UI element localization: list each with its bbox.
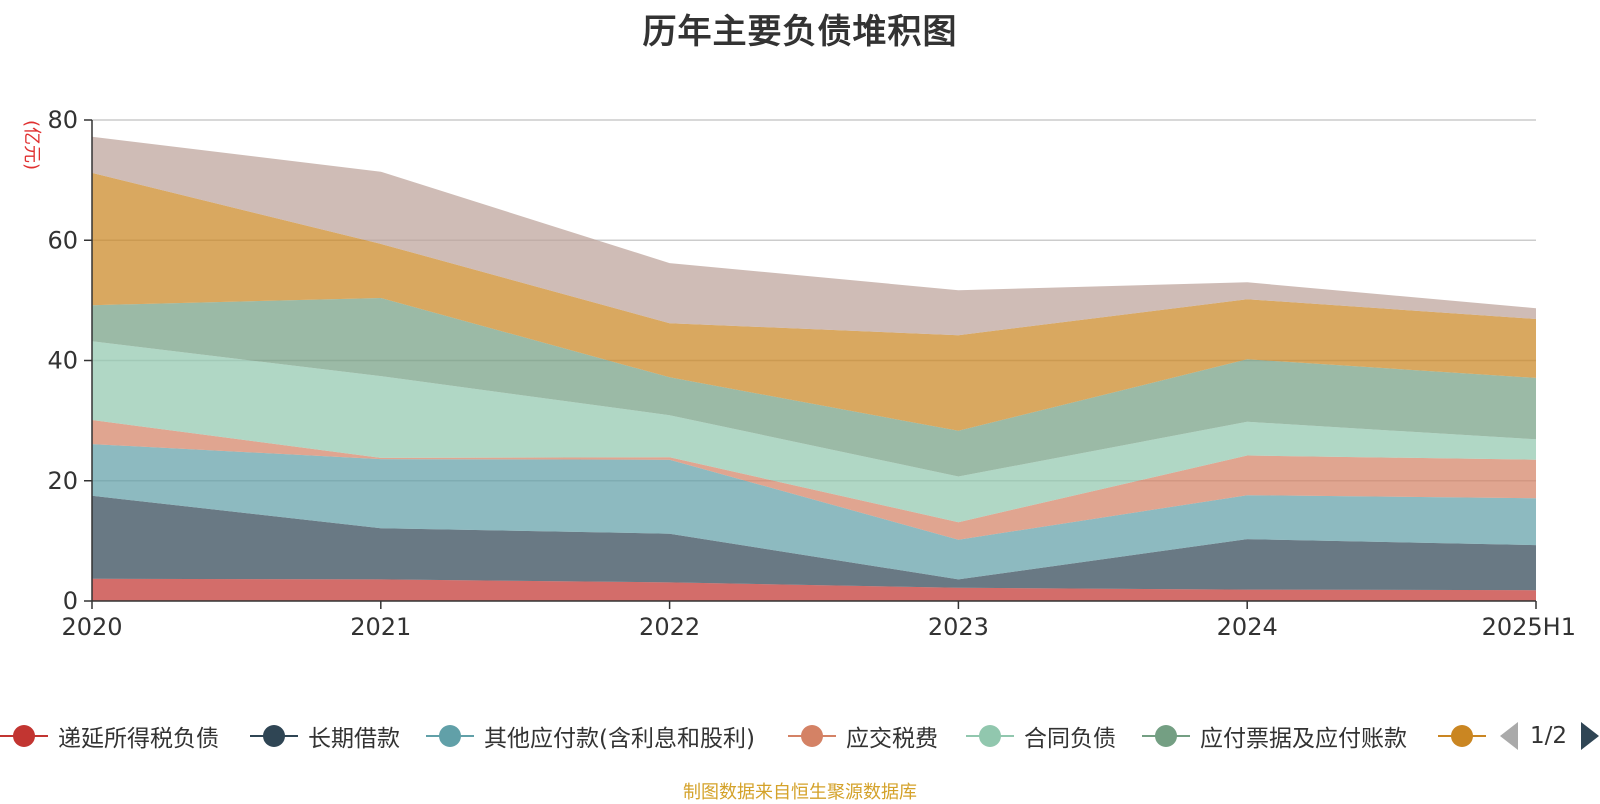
- area-series-3[interactable]: [92, 444, 1536, 580]
- prev-page-arrow-icon[interactable]: [1500, 722, 1518, 750]
- legend-marker-icon: [966, 718, 1014, 754]
- area-series-4[interactable]: [92, 420, 1536, 540]
- legend-marker-icon: [426, 718, 474, 754]
- legend-marker-icon: [1438, 718, 1486, 754]
- legend-item-deferred-tax[interactable]: 递延所得税负债: [0, 718, 219, 754]
- legend-item-long-term-loan[interactable]: 长期借款: [250, 718, 400, 754]
- y-tick-label: 20: [47, 467, 78, 495]
- legend-label: 长期借款: [308, 726, 400, 752]
- legend-marker-icon: [788, 718, 836, 754]
- legend-label: 其他应付款(含利息和股利): [484, 726, 755, 752]
- legend-marker-icon: [1142, 718, 1190, 754]
- y-tick-label: 60: [47, 226, 78, 254]
- tick-labels: 0 20 40 60 80 2020 2021 2022 2023 2024 2025H1: [47, 106, 1576, 641]
- legend-pager: 1/2: [1500, 718, 1600, 754]
- data-source-note: 制图数据来自恒生聚源数据库: [683, 782, 917, 803]
- legend-label: 应交税费: [846, 726, 938, 752]
- legend-page-indicator: 1/2: [1530, 723, 1568, 749]
- legend-marker-icon: [0, 718, 48, 754]
- area-series-6[interactable]: [92, 298, 1536, 477]
- legend-label: 递延所得税负债: [58, 726, 219, 752]
- legend-item-series-7[interactable]: [1438, 718, 1496, 754]
- area-series-2[interactable]: [92, 495, 1536, 591]
- area-series-5[interactable]: [92, 341, 1536, 523]
- chart-title: 历年主要负债堆积图: [642, 12, 958, 52]
- area-series-group: [92, 136, 1536, 601]
- legend-marker-icon: [250, 718, 298, 754]
- x-tick-label: 2025H1: [1482, 613, 1576, 641]
- area-series-8[interactable]: [92, 136, 1536, 336]
- legend-label: 应付票据及应付账款: [1200, 726, 1407, 752]
- legend-label: 合同负债: [1024, 726, 1116, 752]
- y-axis-unit-label: (亿元): [21, 120, 42, 170]
- x-tick-label: 2024: [1217, 613, 1278, 641]
- y-tick-label: 40: [47, 347, 78, 375]
- legend-item-other-payables[interactable]: 其他应付款(含利息和股利): [426, 718, 755, 754]
- x-tick-label: 2021: [350, 613, 411, 641]
- area-series-7[interactable]: [92, 172, 1536, 431]
- legend-item-notes-accounts-payable[interactable]: 应付票据及应付账款: [1142, 718, 1407, 754]
- area-series-1[interactable]: [92, 578, 1536, 601]
- x-tick-label: 2023: [928, 613, 989, 641]
- x-tick-label: 2022: [639, 613, 700, 641]
- legend-item-taxes-payable[interactable]: 应交税费: [788, 718, 938, 754]
- y-tick-label: 80: [47, 106, 78, 134]
- x-tick-label: 2020: [61, 613, 122, 641]
- y-tick-label: 0: [63, 587, 78, 615]
- legend: 递延所得税负债 长期借款 其他应付款(含利息和股利) 应交税费 合同负债 应付票…: [0, 718, 1600, 754]
- legend-item-contract-liabilities[interactable]: 合同负债: [966, 718, 1116, 754]
- next-page-arrow-icon[interactable]: [1581, 722, 1600, 750]
- stacked-area-chart: 0 20 40 60 80 2020 2021 2022 2023 2024 2025H1 (亿元): [21, 106, 1576, 641]
